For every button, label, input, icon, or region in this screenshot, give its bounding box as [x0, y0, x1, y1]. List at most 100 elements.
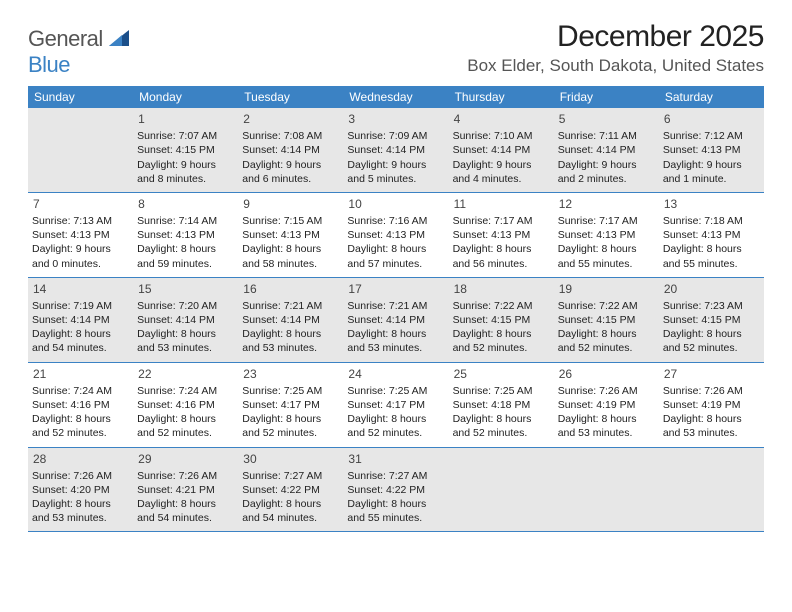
weekday-header: Saturday: [659, 86, 764, 108]
sunrise-text: Sunrise: 7:27 AM: [242, 469, 339, 483]
location-subtitle: Box Elder, South Dakota, United States: [467, 56, 764, 76]
day-cell: 7Sunrise: 7:13 AMSunset: 4:13 PMDaylight…: [28, 193, 133, 277]
daylight-text: Daylight: 9 hours and 1 minute.: [663, 158, 760, 186]
logo-triangle-icon: [109, 33, 129, 50]
sunrise-text: Sunrise: 7:19 AM: [32, 299, 129, 313]
day-number: 24: [347, 366, 444, 382]
title-block: December 2025 Box Elder, South Dakota, U…: [467, 20, 764, 76]
sunset-text: Sunset: 4:14 PM: [347, 313, 444, 327]
daylight-text: Daylight: 9 hours and 8 minutes.: [137, 158, 234, 186]
daylight-text: Daylight: 9 hours and 2 minutes.: [558, 158, 655, 186]
logo-text-block: General Blue: [28, 26, 129, 78]
weekday-header-row: SundayMondayTuesdayWednesdayThursdayFrid…: [28, 86, 764, 108]
sunrise-text: Sunrise: 7:11 AM: [558, 129, 655, 143]
daylight-text: Daylight: 8 hours and 57 minutes.: [347, 242, 444, 270]
day-cell: 9Sunrise: 7:15 AMSunset: 4:13 PMDaylight…: [238, 193, 343, 277]
daylight-text: Daylight: 8 hours and 53 minutes.: [558, 412, 655, 440]
sunrise-text: Sunrise: 7:16 AM: [347, 214, 444, 228]
sunrise-text: Sunrise: 7:22 AM: [453, 299, 550, 313]
sunset-text: Sunset: 4:13 PM: [32, 228, 129, 242]
day-number: 25: [453, 366, 550, 382]
day-cell: 29Sunrise: 7:26 AMSunset: 4:21 PMDayligh…: [133, 448, 238, 532]
day-number: 12: [558, 196, 655, 212]
sunrise-text: Sunrise: 7:24 AM: [32, 384, 129, 398]
daylight-text: Daylight: 8 hours and 53 minutes.: [663, 412, 760, 440]
day-cell: 12Sunrise: 7:17 AMSunset: 4:13 PMDayligh…: [554, 193, 659, 277]
sunset-text: Sunset: 4:14 PM: [242, 143, 339, 157]
daylight-text: Daylight: 8 hours and 54 minutes.: [32, 327, 129, 355]
week-row: 21Sunrise: 7:24 AMSunset: 4:16 PMDayligh…: [28, 363, 764, 448]
logo-general: General: [28, 26, 103, 51]
sunset-text: Sunset: 4:13 PM: [663, 228, 760, 242]
daylight-text: Daylight: 8 hours and 56 minutes.: [453, 242, 550, 270]
day-cell: 10 Sunrise: 7:16 AMSunset: 4:13 PMDayligh…: [343, 193, 448, 277]
sunset-text: Sunset: 4:14 PM: [137, 313, 234, 327]
day-number: 28: [32, 451, 129, 467]
sunset-text: Sunset: 4:14 PM: [558, 143, 655, 157]
day-number: 11: [453, 196, 550, 212]
sunrise-text: Sunrise: 7:21 AM: [347, 299, 444, 313]
sunset-text: Sunset: 4:13 PM: [663, 143, 760, 157]
logo-blue: Blue: [28, 52, 70, 77]
day-cell: 28Sunrise: 7:26 AMSunset: 4:20 PMDayligh…: [28, 448, 133, 532]
sunset-text: Sunset: 4:16 PM: [137, 398, 234, 412]
day-cell: [659, 448, 764, 532]
daylight-text: Daylight: 8 hours and 59 minutes.: [137, 242, 234, 270]
day-cell: 23Sunrise: 7:25 AMSunset: 4:17 PMDayligh…: [238, 363, 343, 447]
sunrise-text: Sunrise: 7:15 AM: [242, 214, 339, 228]
sunrise-text: Sunrise: 7:27 AM: [347, 469, 444, 483]
page-header: General Blue December 2025 Box Elder, So…: [28, 20, 764, 78]
sunrise-text: Sunrise: 7:18 AM: [663, 214, 760, 228]
day-cell: 13Sunrise: 7:18 AMSunset: 4:13 PMDayligh…: [659, 193, 764, 277]
sunset-text: Sunset: 4:14 PM: [453, 143, 550, 157]
day-cell: 19Sunrise: 7:22 AMSunset: 4:15 PMDayligh…: [554, 278, 659, 362]
day-number: 20: [663, 281, 760, 297]
day-number: 21: [32, 366, 129, 382]
sunrise-text: Sunrise: 7:24 AM: [137, 384, 234, 398]
sunset-text: Sunset: 4:14 PM: [347, 143, 444, 157]
week-row: 28Sunrise: 7:26 AMSunset: 4:20 PMDayligh…: [28, 448, 764, 533]
weekday-header: Tuesday: [238, 86, 343, 108]
sunrise-text: Sunrise: 7:12 AM: [663, 129, 760, 143]
daylight-text: Daylight: 8 hours and 58 minutes.: [242, 242, 339, 270]
sunset-text: Sunset: 4:15 PM: [137, 143, 234, 157]
sunset-text: Sunset: 4:20 PM: [32, 483, 129, 497]
weekday-header: Monday: [133, 86, 238, 108]
day-number: 8: [137, 196, 234, 212]
daylight-text: Daylight: 8 hours and 53 minutes.: [347, 327, 444, 355]
day-number: 17: [347, 281, 444, 297]
day-cell: 16Sunrise: 7:21 AMSunset: 4:14 PMDayligh…: [238, 278, 343, 362]
day-cell: 20Sunrise: 7:23 AMSunset: 4:15 PMDayligh…: [659, 278, 764, 362]
weekday-header: Wednesday: [343, 86, 448, 108]
sunset-text: Sunset: 4:18 PM: [453, 398, 550, 412]
day-cell: 14Sunrise: 7:19 AMSunset: 4:14 PMDayligh…: [28, 278, 133, 362]
day-number: 5: [558, 111, 655, 127]
calendar-page: General Blue December 2025 Box Elder, So…: [0, 0, 792, 552]
day-cell: 17 Sunrise: 7:21 AMSunset: 4:14 PMDayligh…: [343, 278, 448, 362]
day-cell: 18Sunrise: 7:22 AMSunset: 4:15 PMDayligh…: [449, 278, 554, 362]
day-cell: 25Sunrise: 7:25 AMSunset: 4:18 PMDayligh…: [449, 363, 554, 447]
daylight-text: Daylight: 8 hours and 52 minutes.: [453, 327, 550, 355]
sunset-text: Sunset: 4:16 PM: [32, 398, 129, 412]
day-number: 2: [242, 111, 339, 127]
sunrise-text: Sunrise: 7:25 AM: [242, 384, 339, 398]
day-cell: 27Sunrise: 7:26 AMSunset: 4:19 PMDayligh…: [659, 363, 764, 447]
day-cell: 3Sunrise: 7:09 AMSunset: 4:14 PMDaylight…: [343, 108, 448, 192]
sunrise-text: Sunrise: 7:21 AM: [242, 299, 339, 313]
daylight-text: Daylight: 8 hours and 54 minutes.: [242, 497, 339, 525]
sunset-text: Sunset: 4:15 PM: [663, 313, 760, 327]
day-number: 19: [558, 281, 655, 297]
week-row: 1Sunrise: 7:07 AMSunset: 4:15 PMDaylight…: [28, 108, 764, 193]
daylight-text: Daylight: 9 hours and 5 minutes.: [347, 158, 444, 186]
sunset-text: Sunset: 4:13 PM: [347, 228, 444, 242]
sunrise-text: Sunrise: 7:26 AM: [663, 384, 760, 398]
day-number: 23: [242, 366, 339, 382]
daylight-text: Daylight: 8 hours and 55 minutes.: [347, 497, 444, 525]
daylight-text: Daylight: 8 hours and 52 minutes.: [32, 412, 129, 440]
sunset-text: Sunset: 4:21 PM: [137, 483, 234, 497]
sunset-text: Sunset: 4:19 PM: [663, 398, 760, 412]
logo: General Blue: [28, 20, 129, 78]
weekday-header: Sunday: [28, 86, 133, 108]
day-number: 10: [347, 196, 444, 212]
sunrise-text: Sunrise: 7:20 AM: [137, 299, 234, 313]
